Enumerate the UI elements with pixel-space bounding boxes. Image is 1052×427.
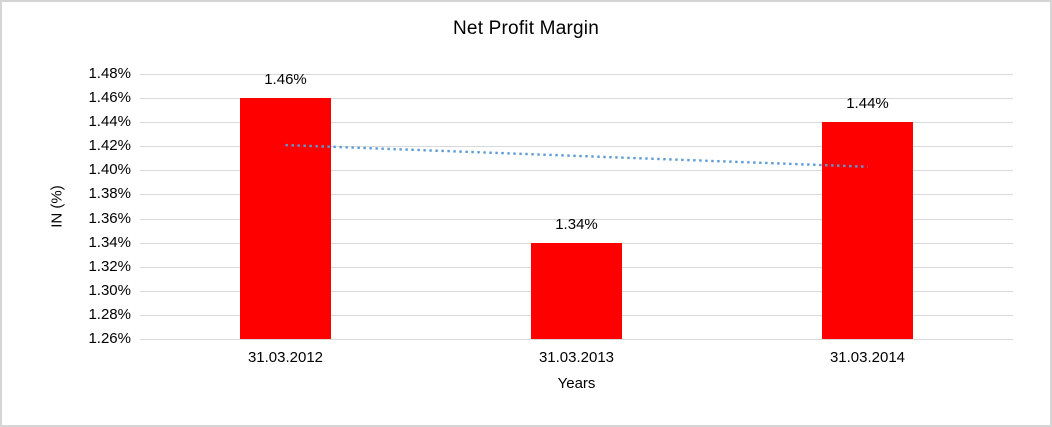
bar-value-label: 1.46% (264, 71, 307, 89)
gridline (140, 339, 1013, 340)
x-axis-title: Years (557, 375, 596, 392)
gridline (140, 122, 1013, 124)
gridline (140, 194, 1013, 196)
bar-value-label: 1.34% (555, 215, 598, 233)
y-tick-label: 1.30% (88, 281, 131, 299)
bar (531, 242, 622, 339)
gridline (140, 74, 1013, 75)
y-tick-label: 1.36% (88, 209, 131, 227)
y-tick-label: 1.44% (88, 113, 131, 131)
y-tick-label: 1.42% (88, 137, 131, 155)
bar (240, 98, 331, 339)
y-tick-label: 1.38% (88, 185, 131, 203)
bar (822, 122, 913, 339)
y-tick-label: 1.26% (88, 330, 131, 347)
gridline (140, 170, 1013, 172)
y-tick-label: 1.40% (88, 161, 131, 179)
y-tick-label: 1.46% (88, 89, 131, 107)
chart-title: Net Profit Margin (453, 18, 599, 39)
gridline (140, 218, 1013, 220)
y-tick-label: 1.28% (88, 305, 131, 323)
bar-value-label: 1.44% (846, 95, 889, 113)
y-tick-label: 1.32% (88, 257, 131, 275)
x-tick-label: 31.03.2012 (247, 349, 324, 366)
x-tick-label: 31.03.2014 (829, 349, 906, 366)
y-tick-label: 1.48% (88, 65, 131, 82)
x-tick-label: 31.03.2013 (538, 349, 615, 366)
y-tick-label: 1.34% (88, 233, 131, 251)
gridline (140, 98, 1013, 100)
